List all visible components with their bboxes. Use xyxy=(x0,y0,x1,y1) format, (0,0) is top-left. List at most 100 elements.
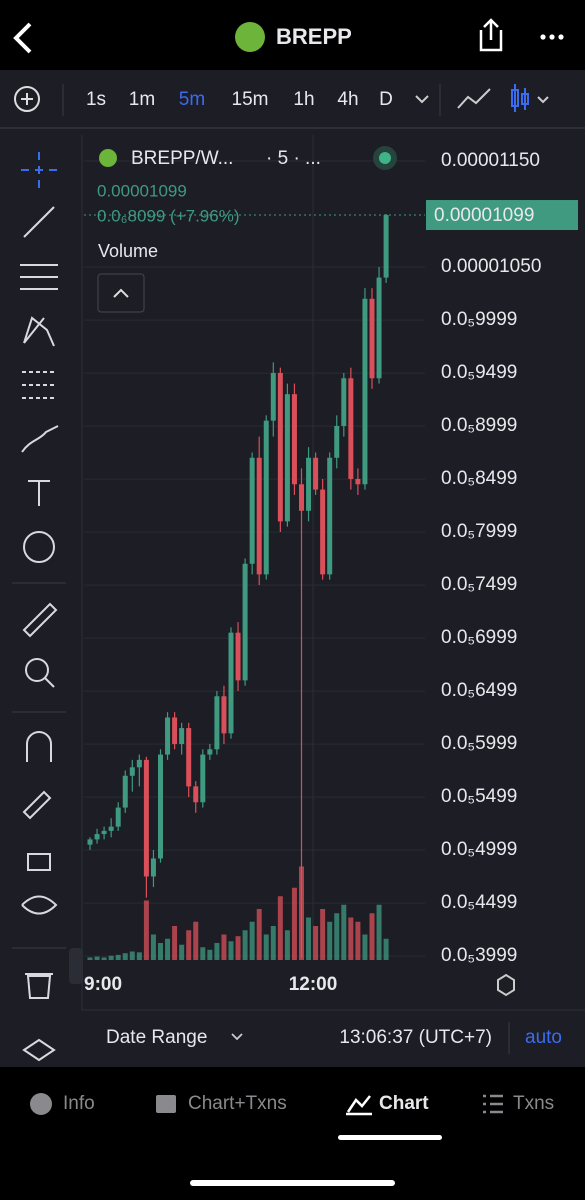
candle-body xyxy=(158,754,163,859)
volume-bar xyxy=(341,904,347,960)
timeframe[interactable]: 15m xyxy=(232,89,269,110)
volume-bar xyxy=(334,913,340,960)
tab[interactable]: Txns xyxy=(513,1093,554,1114)
candle-body xyxy=(263,420,269,575)
tab[interactable]: Chart+Txns xyxy=(188,1093,287,1114)
volume-bar xyxy=(172,926,178,960)
timeframe[interactable]: 4h xyxy=(337,89,358,110)
crosshair-tool[interactable] xyxy=(21,152,57,188)
volume-bar xyxy=(320,909,326,960)
candle-body xyxy=(115,807,121,827)
candle-body xyxy=(193,786,199,803)
active-tab-indicator xyxy=(338,1135,442,1140)
emoji-tool[interactable] xyxy=(23,531,55,563)
volume-bar xyxy=(108,955,114,960)
volume-bar xyxy=(122,953,128,960)
timeframe[interactable]: 1s xyxy=(86,89,106,110)
date-range-dropdown xyxy=(231,1033,243,1041)
pattern-tool[interactable] xyxy=(23,316,55,347)
candle-body xyxy=(228,632,234,734)
volume-bar xyxy=(362,934,368,960)
candle-body xyxy=(108,826,114,831)
volume-bar xyxy=(115,954,121,960)
brush-tool[interactable] xyxy=(21,425,59,453)
volume-bar xyxy=(313,926,319,960)
volume-bar xyxy=(136,952,142,960)
y-tick-label: 0.0₅9499 xyxy=(441,362,517,383)
timeframe[interactable]: 5m xyxy=(179,89,205,110)
add-indicator[interactable] xyxy=(14,86,40,112)
candle-body xyxy=(369,298,375,379)
candle-body xyxy=(270,372,276,421)
share-button[interactable] xyxy=(479,18,503,52)
volume-bar xyxy=(129,951,135,960)
collapse-legend[interactable] xyxy=(97,273,145,313)
y-tick-label: 0.0₅8999 xyxy=(441,415,517,436)
timeframe[interactable]: 1h xyxy=(293,89,314,110)
volume-bar xyxy=(256,909,262,960)
fib-tool[interactable] xyxy=(20,264,58,290)
visibility-tool[interactable] xyxy=(21,895,58,915)
candle-body xyxy=(327,457,333,575)
candle-body xyxy=(101,830,107,835)
y-tick-label: 0.0₅7499 xyxy=(441,574,517,595)
volume-bar xyxy=(291,887,297,960)
chart-type-dropdown[interactable] xyxy=(537,96,549,104)
collapse-toolbar[interactable] xyxy=(69,948,83,984)
candle-body xyxy=(334,425,340,458)
volume-bar xyxy=(179,944,185,960)
timeframe-dropdown[interactable] xyxy=(415,95,429,104)
timeframes: 1s 1m 5m 15m 1h 4h D xyxy=(62,84,441,116)
volume-bar xyxy=(87,957,93,960)
token-icon xyxy=(235,22,265,52)
volume-bar xyxy=(235,936,241,960)
zoom-tool[interactable] xyxy=(25,658,49,682)
home-indicator xyxy=(190,1180,395,1186)
tab[interactable]: Chart xyxy=(379,1093,429,1114)
candle-body xyxy=(200,754,206,803)
candle-body xyxy=(256,457,262,575)
timeframe[interactable]: 1m xyxy=(129,89,155,110)
text-tool[interactable] xyxy=(28,480,50,506)
candle-body xyxy=(221,696,227,734)
y-tick-label: 0.0₅3999 xyxy=(441,945,517,966)
volume-bar xyxy=(193,921,199,960)
volume-bar xyxy=(150,934,156,960)
line-chart-button[interactable] xyxy=(457,88,491,109)
timeframe[interactable]: D xyxy=(379,89,393,110)
candle-body xyxy=(122,775,128,808)
delete-tool[interactable] xyxy=(25,973,53,999)
header xyxy=(0,0,585,70)
candle-body xyxy=(186,728,192,787)
volume-bar xyxy=(249,921,255,960)
x-tick-label: 9:00 xyxy=(84,974,122,995)
legend-change: 0.0₆8099 (+7.96%) xyxy=(97,206,239,225)
candle-body xyxy=(306,457,312,511)
volume-bar xyxy=(207,949,213,960)
layers-tool[interactable] xyxy=(22,1038,56,1062)
candle-body xyxy=(320,489,326,575)
ruler-tool[interactable] xyxy=(22,602,58,638)
candle-chart-button[interactable] xyxy=(511,84,529,112)
date-range[interactable]: Date Range xyxy=(106,1027,207,1048)
candle-body xyxy=(376,277,382,379)
back-button[interactable] xyxy=(13,22,32,54)
more-button[interactable] xyxy=(540,34,564,40)
status-dot xyxy=(379,152,391,164)
unlock-tool[interactable] xyxy=(27,853,51,871)
candle-body xyxy=(136,759,142,768)
volume-bar xyxy=(242,930,248,960)
y-tick-label: 0.0₅5499 xyxy=(441,786,517,807)
settings-button[interactable] xyxy=(497,973,515,997)
y-tick-label: 0.00001050 xyxy=(441,256,541,277)
candle-body xyxy=(291,394,297,485)
candle-body xyxy=(277,372,283,522)
prediction-tool[interactable] xyxy=(22,371,56,399)
legend-price: 0.00001099 xyxy=(97,181,187,200)
candle-body xyxy=(165,717,171,755)
lock-draw-tool[interactable] xyxy=(22,790,52,820)
tab[interactable]: Info xyxy=(63,1093,95,1114)
auto-scale[interactable]: auto xyxy=(525,1027,562,1048)
trend-line-tool[interactable] xyxy=(23,206,55,238)
magnet-tool[interactable] xyxy=(26,731,52,762)
